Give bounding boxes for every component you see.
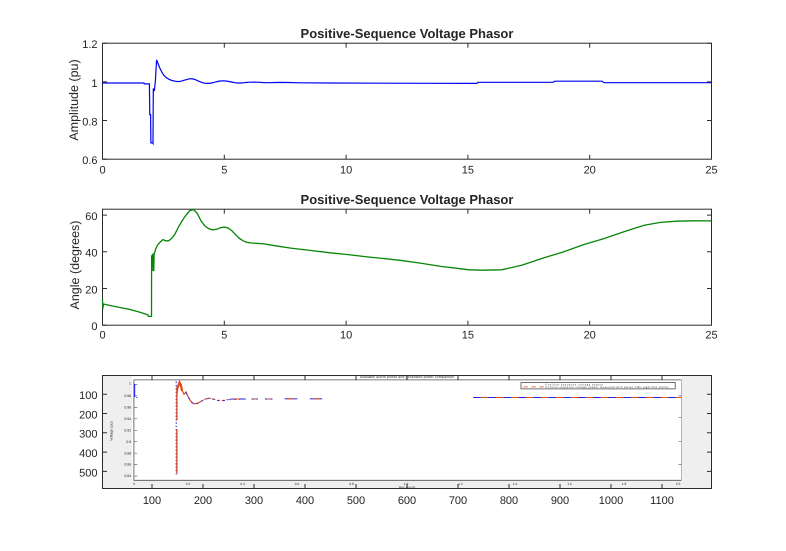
svg-text:20: 20 [584,330,596,342]
svg-text:0.9: 0.9 [126,440,131,444]
svg-text:0.84: 0.84 [124,474,131,478]
svg-text:Voltage (pu): Voltage (pu) [110,421,114,440]
svg-text:100: 100 [143,495,161,507]
svg-text:0.8: 0.8 [82,116,97,128]
svg-text:20: 20 [85,284,97,296]
svg-text:200: 200 [79,409,97,421]
svg-text:0: 0 [91,321,97,333]
svg-text:1: 1 [129,382,131,386]
svg-text:40: 40 [85,248,97,260]
svg-text:15: 15 [462,330,474,342]
svg-text:800: 800 [500,495,518,507]
svg-text:1.2: 1.2 [458,482,463,486]
svg-text:0: 0 [133,482,135,486]
svg-text:60: 60 [85,211,97,223]
svg-text:0.94: 0.94 [124,417,131,421]
svg-text:100: 100 [79,390,97,402]
svg-text:25: 25 [705,165,717,177]
svg-text:Available active power and gen: Available active power and generated pow… [360,375,454,379]
svg-text:15: 15 [462,165,474,177]
svg-text:10: 10 [340,165,352,177]
svg-text:1.2: 1.2 [82,39,97,51]
svg-text:600: 600 [398,495,416,507]
svg-text:Positive-Sequence Voltage Phas: Positive-Sequence Voltage Phasor [301,26,514,41]
svg-text:1000: 1000 [599,495,623,507]
svg-text:1100: 1100 [650,495,674,507]
svg-text:1: 1 [91,78,97,90]
svg-text:0.8: 0.8 [349,482,354,486]
svg-text:Angle (degrees): Angle (degrees) [68,221,82,310]
svg-text:0.86: 0.86 [124,463,131,467]
svg-text:1.4: 1.4 [513,482,518,486]
svg-text:300: 300 [245,495,263,507]
svg-text:Positive-sequence voltage phas: Positive-sequence voltage phasor [546,383,604,386]
svg-text:500: 500 [347,495,365,507]
svg-text:1.0: 1.0 [404,482,409,486]
svg-text:0.96: 0.96 [124,406,131,410]
svg-text:0.98: 0.98 [124,394,131,398]
svg-text:1.6: 1.6 [567,482,572,486]
svg-text:5: 5 [221,165,227,177]
svg-text:400: 400 [296,495,314,507]
svg-text:1.8: 1.8 [622,482,627,486]
svg-text:Positive-sequence voltage phas: Positive-sequence voltage phasor measure… [546,386,670,389]
svg-text:200: 200 [194,495,212,507]
svg-text:10: 10 [340,330,352,342]
svg-text:700: 700 [449,495,467,507]
svg-text:0.6: 0.6 [82,155,97,167]
svg-text:0.92: 0.92 [124,428,131,432]
svg-text:0: 0 [99,330,105,342]
svg-text:0.4: 0.4 [240,482,245,486]
svg-text:5: 5 [221,330,227,342]
svg-text:2.0: 2.0 [676,482,681,486]
svg-text:0: 0 [99,165,105,177]
svg-text:20: 20 [584,165,596,177]
svg-text:900: 900 [551,495,569,507]
svg-text:0.6: 0.6 [295,482,300,486]
svg-text:500: 500 [79,467,97,479]
svg-text:400: 400 [79,448,97,460]
svg-text:Amplitude (pu): Amplitude (pu) [67,59,81,140]
svg-text:Positive-Sequence Voltage Phas: Positive-Sequence Voltage Phasor [301,192,514,207]
svg-text:0.88: 0.88 [124,451,131,455]
svg-text:300: 300 [79,429,97,441]
svg-text:time (secs): time (secs) [399,485,416,489]
svg-text:0.2: 0.2 [186,482,191,486]
svg-text:25: 25 [705,330,717,342]
